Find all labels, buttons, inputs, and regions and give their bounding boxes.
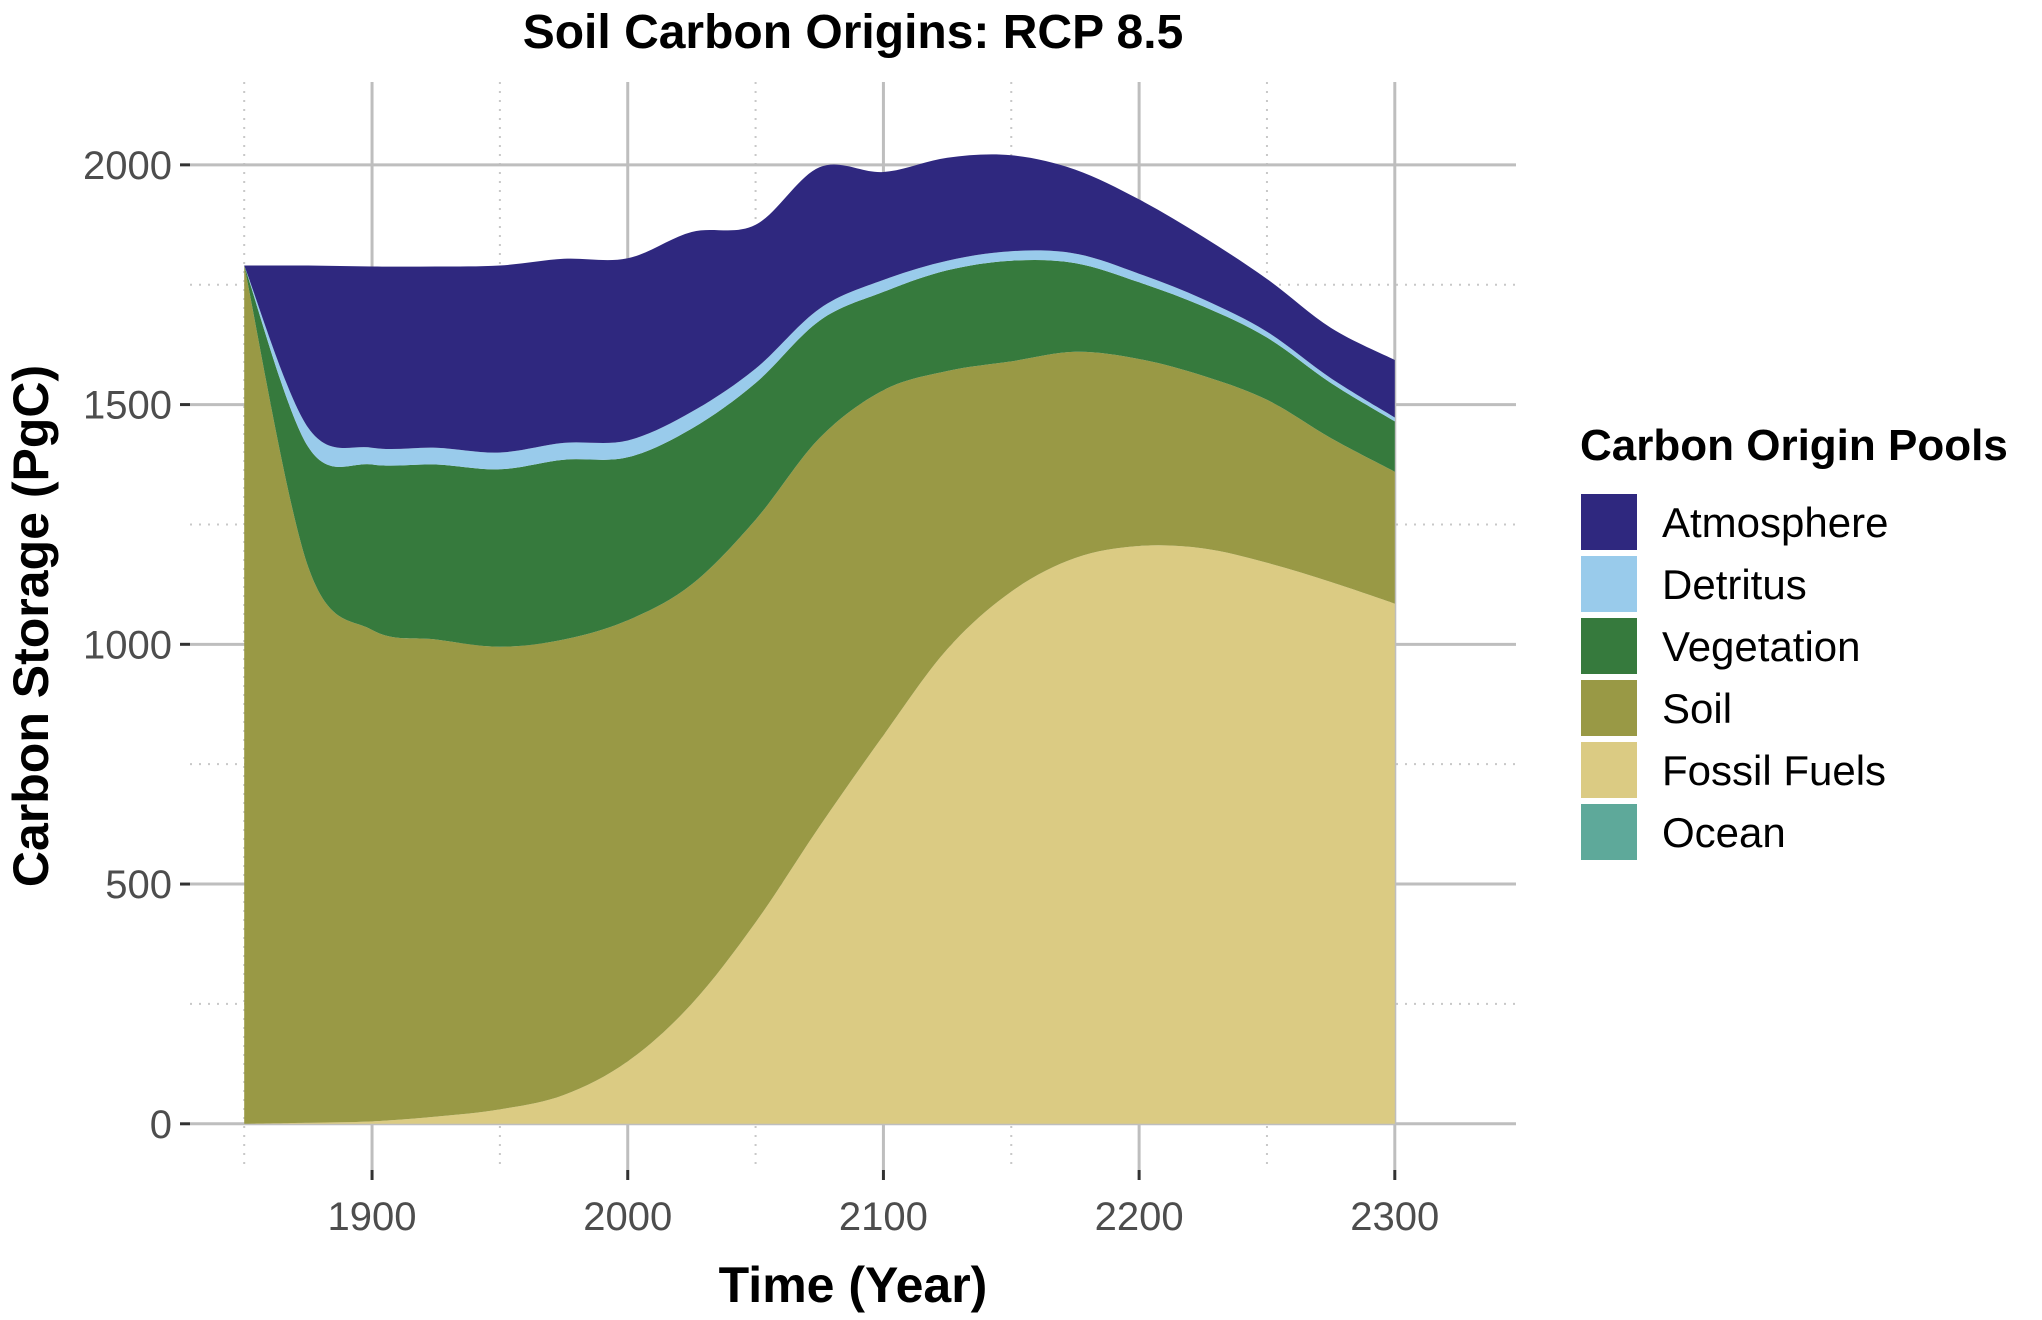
legend-swatch-soil [1579, 678, 1639, 738]
x-tick-label: 2100 [839, 1195, 928, 1239]
legend-label-soil: Soil [1662, 685, 1732, 732]
stacked-areas [244, 154, 1395, 1124]
y-tick-label: 0 [150, 1103, 172, 1147]
chart-title: Soil Carbon Origins: RCP 8.5 [523, 6, 1184, 59]
legend-swatch-fossil-fuels [1579, 740, 1639, 800]
area-detritus [244, 250, 1395, 470]
x-tick-label: 2000 [583, 1195, 672, 1239]
x-tick-label: 2300 [1350, 1195, 1439, 1239]
y-tick-label: 500 [105, 863, 172, 907]
area-soil [244, 265, 1395, 1124]
area-fossil-fuels [244, 545, 1395, 1124]
axis-ticks: 1900 2000 2100 2200 2300 0 500 1000 1500 2000 [83, 144, 1439, 1239]
y-tick-label: 2000 [83, 144, 172, 188]
x-tick-label: 2200 [1095, 1195, 1184, 1239]
legend-label-vegetation: Vegetation [1662, 623, 1861, 670]
legend-label-ocean: Ocean [1662, 809, 1786, 856]
legend-swatch-ocean [1579, 802, 1639, 862]
y-tick-label: 1500 [83, 384, 172, 428]
legend-label-detritus: Detritus [1662, 561, 1807, 608]
legend-label-fossil-fuels: Fossil Fuels [1662, 747, 1886, 794]
legend-label-atmosphere: Atmosphere [1662, 499, 1888, 546]
legend: Carbon Origin Pools Atmosphere Detritus Ve… [1579, 421, 2008, 862]
legend-swatch-detritus [1579, 554, 1639, 614]
y-axis-title: Carbon Storage (PgC) [3, 365, 59, 887]
area-atmosphere [244, 154, 1395, 453]
x-tick-label: 1900 [328, 1195, 417, 1239]
x-axis-title: Time (Year) [719, 1257, 988, 1313]
y-tick-label: 1000 [83, 623, 172, 667]
legend-swatch-vegetation [1579, 616, 1639, 676]
legend-swatch-atmosphere [1579, 492, 1639, 552]
legend-title: Carbon Origin Pools [1580, 421, 2008, 470]
area-vegetation [244, 259, 1395, 647]
